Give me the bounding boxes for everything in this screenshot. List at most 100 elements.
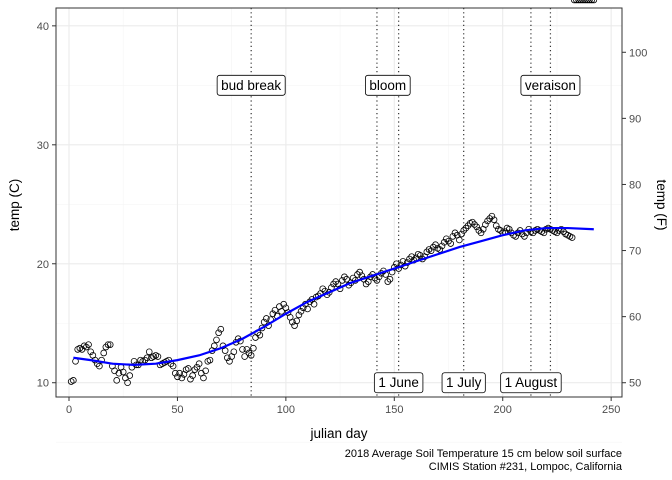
data-point (193, 363, 201, 371)
smooth-trend-line (73, 226, 594, 366)
y2-tick-label: 50 (629, 378, 641, 390)
data-point (427, 247, 435, 254)
data-point (432, 241, 439, 249)
data-point (289, 318, 296, 326)
y2-axis-title: temp (F) (654, 179, 669, 230)
data-point (278, 308, 285, 315)
data-point (206, 356, 214, 364)
data-point (386, 275, 394, 283)
y-tick-label: 40 (37, 21, 49, 33)
data-point (124, 379, 131, 387)
label-bud-break-text: bud break (221, 78, 281, 93)
data-point (245, 349, 253, 357)
data-point (458, 230, 465, 238)
annotation-labels: bud break bloom veraison 1 June 1 July 1 Augu… (216, 74, 581, 394)
data-point (451, 229, 459, 237)
x-axis-title: julian day (309, 426, 367, 441)
data-point (297, 308, 305, 315)
data-point (581, 0, 589, 4)
data-point (126, 372, 134, 379)
data-point (215, 329, 222, 337)
label-veraison-box (520, 74, 581, 96)
data-point (553, 229, 561, 237)
data-point (319, 285, 327, 293)
data-point (512, 233, 520, 240)
data-point (258, 324, 266, 332)
data-point (143, 354, 151, 362)
data-point (521, 233, 528, 240)
data-point (447, 240, 454, 247)
x-tick-label: 200 (494, 404, 512, 416)
data-point (575, 0, 582, 4)
label-bud-break: bud break (216, 74, 286, 96)
data-point (440, 239, 448, 246)
y2-tick-label: 90 (629, 113, 641, 125)
data-point (191, 366, 199, 373)
data-point (174, 373, 181, 381)
data-point (488, 212, 496, 220)
data-point (195, 360, 203, 367)
data-point (239, 346, 246, 353)
plot-panel-border (55, 7, 623, 398)
event-vertical-lines (250, 8, 552, 397)
data-point (145, 348, 153, 356)
data-point (497, 227, 504, 234)
data-point (211, 342, 218, 350)
data-point (577, 0, 585, 4)
data-point (356, 268, 363, 276)
data-point (169, 362, 177, 370)
data-point (330, 280, 337, 288)
y2-tick-label: 70 (629, 246, 641, 258)
data-point (471, 221, 478, 228)
data-point (70, 377, 77, 384)
data-point (154, 353, 162, 360)
data-point (332, 278, 340, 285)
y2-tick-label: 60 (629, 312, 641, 324)
data-point (141, 356, 149, 364)
caption-line-1: 2018 Average Soil Temperature 15 cm belo… (345, 448, 622, 460)
data-point (484, 217, 491, 225)
data-point (263, 315, 270, 322)
data-point (230, 348, 238, 356)
data-point (573, 0, 580, 4)
plot-panel-background (56, 8, 622, 397)
data-point (304, 305, 311, 313)
data-point (104, 341, 112, 348)
y-tick-label: 30 (37, 140, 49, 152)
data-point (217, 325, 225, 333)
data-point (477, 229, 485, 237)
y2-axis-ticks: 50 60 70 80 90 100 (622, 47, 647, 390)
label-1-july-text: 1 July (446, 375, 482, 390)
y-axis-title: temp (C) (7, 179, 22, 232)
y2-tick-label: 80 (629, 179, 641, 191)
caption-line-2: CIMIS Station #231, Lompoc, California (429, 461, 623, 473)
data-point (557, 225, 565, 233)
data-point (579, 0, 587, 4)
data-point (310, 300, 318, 308)
label-bud-break-box (216, 74, 286, 96)
data-point (106, 341, 114, 348)
data-point (584, 0, 591, 4)
data-point (588, 0, 595, 4)
data-point (469, 218, 476, 226)
data-point (200, 374, 207, 382)
data-point (189, 372, 196, 379)
data-point (464, 222, 472, 229)
data-point (271, 306, 279, 314)
data-point (590, 0, 598, 4)
data-point (100, 349, 108, 357)
label-1-august-text: 1 August (505, 375, 558, 390)
data-point (280, 300, 288, 308)
data-point (338, 277, 346, 284)
data-point (119, 368, 127, 376)
data-point (456, 236, 463, 244)
data-point (184, 365, 192, 372)
data-point (406, 255, 413, 263)
data-point (462, 224, 470, 232)
data-point (85, 341, 92, 348)
data-point (430, 243, 437, 251)
data-point (482, 221, 489, 228)
data-point (505, 225, 513, 233)
x-tick-label: 250 (602, 404, 620, 416)
